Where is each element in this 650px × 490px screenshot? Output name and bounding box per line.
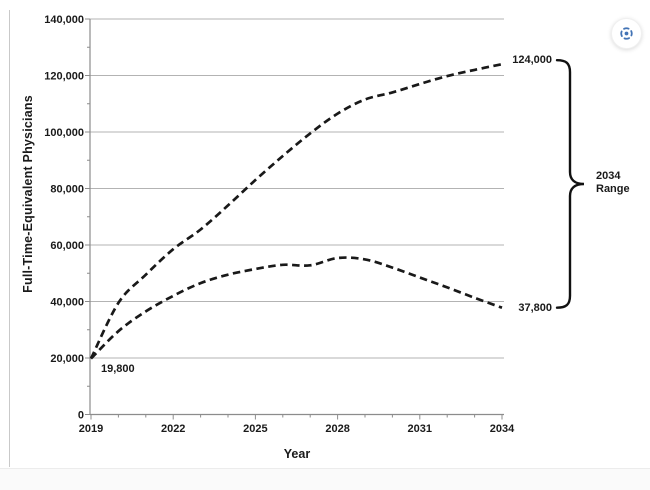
annotation-2034-range-label: 2034 Range <box>596 170 630 195</box>
y-tick-label: 0 <box>78 409 84 421</box>
x-tick-label: 2034 <box>490 423 515 435</box>
x-tick-label: 2019 <box>79 423 103 435</box>
x-tick-label: 2028 <box>325 423 349 435</box>
annotation-high-2034-value: 124,000 <box>512 54 552 66</box>
plot-svg: 0 20,000 40,000 60,000 80,000 100,000 120,000 1… <box>44 14 585 435</box>
capture-button[interactable] <box>611 18 642 49</box>
focus-capture-icon <box>620 27 633 40</box>
annotation-start-value: 19,800 <box>101 363 135 375</box>
y-tick-label: 60,000 <box>50 240 84 252</box>
y-tick-label: 140,000 <box>44 14 84 26</box>
y-axis-title: Full-Time-Equivalent Physicians <box>21 95 35 293</box>
range-brace <box>555 59 585 309</box>
high-projection-line <box>89 62 503 360</box>
y-tick-label: 20,000 <box>50 353 84 365</box>
y-tick-label: 40,000 <box>50 296 84 308</box>
chart-figure: 0 20,000 40,000 60,000 80,000 100,000 120,000 1… <box>21 14 630 461</box>
y-tick-label: 120,000 <box>44 70 84 82</box>
x-tick-label: 2022 <box>161 423 185 435</box>
annotation-low-2034-value: 37,800 <box>518 302 552 314</box>
x-tick-label: 2025 <box>243 423 267 435</box>
x-axis-title: Year <box>283 447 311 461</box>
figure-left-border <box>9 10 10 467</box>
low-projection-line <box>90 256 503 360</box>
y-tick-label: 100,000 <box>44 127 84 139</box>
y-tick-label: 80,000 <box>50 183 84 195</box>
x-tick-label: 2031 <box>408 423 432 435</box>
footer-strip <box>0 468 650 490</box>
